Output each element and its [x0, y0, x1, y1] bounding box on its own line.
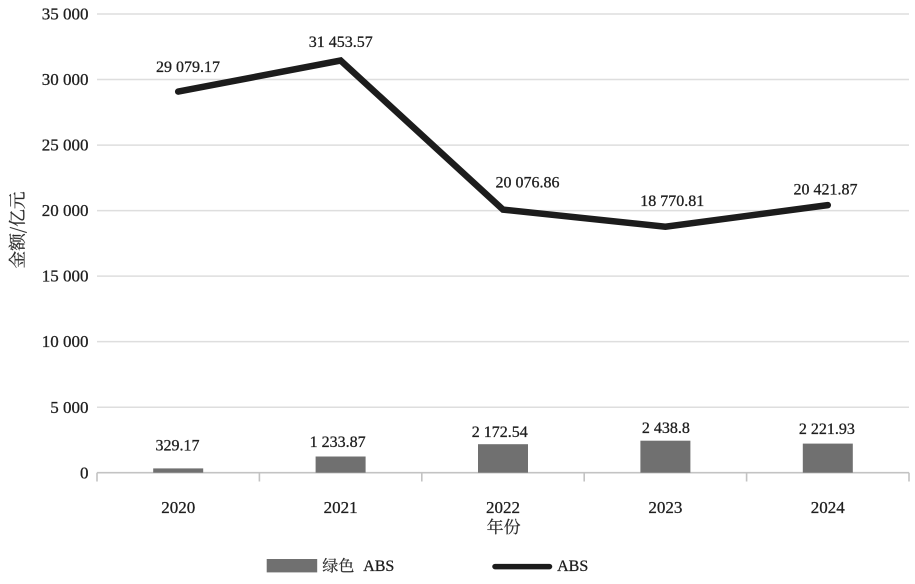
svg-text:2021: 2021	[324, 498, 358, 517]
svg-text:1 233.87: 1 233.87	[310, 434, 366, 451]
svg-text:2022: 2022	[486, 498, 520, 517]
svg-text:31 453.57: 31 453.57	[309, 34, 373, 51]
svg-text:20 421.87: 20 421.87	[794, 182, 858, 199]
svg-text:2024: 2024	[811, 498, 846, 517]
svg-text:10 000: 10 000	[42, 332, 89, 351]
svg-text:25 000: 25 000	[42, 136, 89, 155]
svg-text:ABS: ABS	[557, 558, 588, 575]
svg-text:2023: 2023	[648, 498, 682, 517]
svg-text:35 000: 35 000	[42, 5, 89, 24]
svg-text:2 172.54: 2 172.54	[472, 424, 528, 441]
svg-text:5 000: 5 000	[50, 398, 88, 417]
svg-text:2 438.8: 2 438.8	[642, 420, 690, 437]
svg-text:2 221.93: 2 221.93	[799, 421, 855, 438]
svg-text:20 076.86: 20 076.86	[496, 174, 560, 191]
svg-text:2020: 2020	[161, 498, 195, 517]
svg-text:18 770.81: 18 770.81	[640, 193, 704, 210]
svg-text:20 000: 20 000	[42, 201, 89, 220]
svg-text:ABS: ABS	[363, 558, 394, 575]
svg-text:30 000: 30 000	[42, 70, 89, 89]
svg-text:15 000: 15 000	[42, 267, 89, 286]
svg-text:29 079.17: 29 079.17	[156, 59, 220, 76]
svg-text:0: 0	[80, 463, 89, 482]
svg-text:329.17: 329.17	[156, 437, 200, 454]
